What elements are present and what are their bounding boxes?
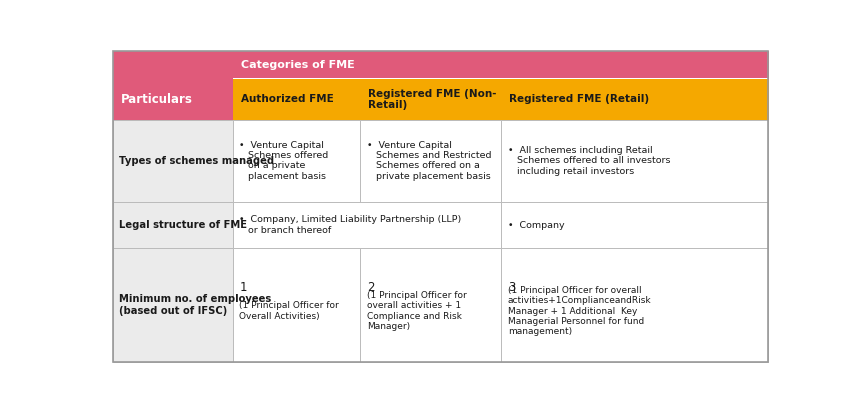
Text: •  Venture Capital
   Schemes and Restricted
   Schemes offered on a
   private : • Venture Capital Schemes and Restricted… — [367, 141, 491, 181]
Text: Minimum no. of employees
(based out of IFSC): Minimum no. of employees (based out of I… — [119, 294, 271, 316]
Text: Authorized FME: Authorized FME — [241, 94, 333, 104]
Bar — [501, 120, 768, 202]
Text: Categories of FME: Categories of FME — [241, 60, 354, 70]
Text: •  Venture Capital
   Schemes offered
   on a private
   placement basis: • Venture Capital Schemes offered on a p… — [240, 141, 328, 181]
Bar — [233, 120, 360, 202]
Bar — [233, 248, 360, 361]
Text: •  All schemes including Retail
   Schemes offered to all investors
   including: • All schemes including Retail Schemes o… — [508, 146, 670, 176]
Text: (1 Principal Officer for
overall activities + 1
Compliance and Risk
Manager): (1 Principal Officer for overall activit… — [367, 291, 466, 331]
Bar — [233, 51, 768, 79]
Bar — [360, 248, 501, 361]
Bar — [360, 120, 501, 202]
Bar — [501, 248, 768, 361]
Bar — [233, 202, 501, 248]
Bar — [113, 202, 233, 248]
Text: 3: 3 — [508, 281, 515, 294]
Bar — [360, 79, 501, 120]
Text: •  Company: • Company — [508, 220, 564, 230]
Text: Legal structure of FME: Legal structure of FME — [119, 220, 247, 230]
Text: Types of schemes managed: Types of schemes managed — [119, 156, 275, 166]
Bar — [113, 51, 233, 120]
Bar — [113, 120, 233, 202]
Text: Registered FME (Retail): Registered FME (Retail) — [509, 94, 649, 104]
Bar — [233, 79, 360, 120]
Bar — [113, 248, 233, 361]
Text: Registered FME (Non-
Retail): Registered FME (Non- Retail) — [369, 89, 497, 110]
Bar — [501, 79, 768, 120]
Text: Particulars: Particulars — [120, 93, 192, 106]
Bar — [501, 202, 768, 248]
Bar — [233, 78, 768, 79]
Text: 1: 1 — [240, 281, 247, 294]
Text: 2: 2 — [367, 281, 375, 294]
Text: (1 Principal Officer for overall
activities+1ComplianceandRisk
Manager + 1 Addit: (1 Principal Officer for overall activit… — [508, 286, 651, 336]
Text: •  Company, Limited Liability Partnership (LLP)
   or branch thereof: • Company, Limited Liability Partnership… — [240, 215, 461, 235]
Text: (1 Principal Officer for
Overall Activities): (1 Principal Officer for Overall Activit… — [240, 302, 339, 321]
